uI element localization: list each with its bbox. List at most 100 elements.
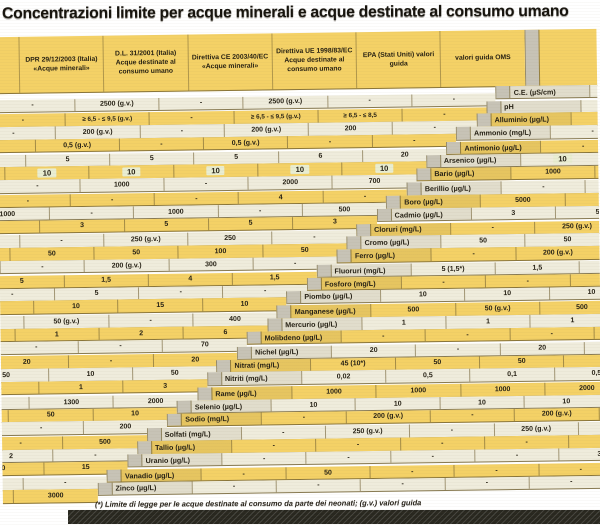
margin-gap [137,441,152,454]
row-label: Alluminio (µg/L) [490,112,571,127]
highlighted-value: 10 [121,167,141,177]
value-cell: 1000 [510,165,595,179]
value-cell: 1000 [375,383,461,398]
value-cell: - [453,463,539,478]
value-cell: 20 [330,344,416,358]
bottom-black-bar [68,510,600,524]
row-label: Tallio (µg/L) [151,440,232,454]
row-label: Piombo (µg/L) [300,289,381,303]
value-cell: 5 [193,150,278,165]
value-cell: - [540,139,599,154]
value-cell: 100 [177,244,263,259]
row-label: Sodio (mg/L) [181,412,262,426]
table-row-segment: Sodio (mg/L)-200 (g.v.)-200 (g.v.)-200 [1,420,168,436]
value-cell: - [0,139,35,154]
highlighted-value: 10 [374,163,394,174]
row-label: Ferro (µg/L) [350,248,432,262]
column-header: D.L. 31/2001 (Italia) Acque destinate al… [102,34,188,92]
value-cell: 3 [122,379,207,393]
value-cell: - [22,476,107,490]
highlighted-value: 10 [290,165,310,175]
value-cell: - [500,180,586,194]
column-header: Direttiva UE 1998/83/EC Acque destinate … [271,32,357,89]
value-cell: 20 [583,341,600,355]
value-cell: 2000 [247,175,333,190]
value-cell: - [399,436,485,451]
value-cell: 15 [117,298,202,313]
value-cell: - [139,124,224,138]
value-cell: - [0,259,85,274]
margin-gap [486,100,501,114]
margin-gap [406,182,421,196]
value-cell: 10 [201,297,287,312]
row-label: Antimonio (µg/L) [460,140,541,155]
value-cell: - [589,84,598,98]
value-cell: 500 [301,202,387,217]
value-cell: 700 [331,174,417,189]
value-cell: 400 [192,312,277,327]
value-cell: 10 [354,396,440,411]
row-label: Arsenico (µg/L) [439,153,520,168]
value-cell: 200 [307,121,393,136]
row-label: Nichel (µg/L) [250,345,332,359]
value-cell: 10 [464,287,549,301]
row-label: Molibdeno (µg/L) [260,330,341,344]
value-cell: - [0,340,79,355]
value-cell: - [474,448,559,462]
value-cell: - [409,423,494,438]
value-cell: - [68,354,153,369]
row-label: Ammonio (mg/L) [469,125,551,140]
value-cell: - [287,134,372,149]
value-cell: - [401,107,487,122]
margin-gap [446,141,461,155]
value-cell: 10 [0,300,34,315]
value-cell: - [593,326,600,340]
value-cell: 250 (g.v.) [0,235,19,249]
value-cell: 500 [0,315,24,330]
value-cell: - [118,137,204,151]
value-cell: - [485,274,570,288]
value-cell: - [390,449,475,464]
value-cell: 1000 [0,207,50,221]
margin-gap [316,264,331,278]
margin-gap [386,195,401,209]
row-label: Cloruri (mg/L) [370,222,451,237]
value-cell: ≥ 6,5 - ≤ 9,5 (g.v.) [233,110,318,124]
value-cell: 50 [9,247,94,261]
value-cell: - [580,99,598,113]
value-cell: - [584,180,599,193]
value-cell: 10 [341,161,426,176]
value-cell: - [326,93,412,108]
value-cell: 5 [0,220,40,234]
table-row-segment: Nitriti (mg/L)0,020,50,10,513 [1,379,208,396]
value-cell: 1,5 [231,271,317,286]
value-cell: 50 [285,465,370,480]
table-row-segment: DPR 29/12/2003 (Italia) «Acque minerali»… [0,29,526,94]
value-cell: 200 (g.v.) [54,125,140,139]
value-cell: - [138,285,223,300]
value-cell: - [415,342,500,357]
margin-gap [246,331,261,345]
table-row-segment: Zinco (µg/L)-----3000 [2,489,98,504]
value-cell: 10 [380,288,465,302]
value-cell: 0,1 [469,367,554,382]
value-cell: 2 [2,449,53,463]
table-row-segment: C.E. (µS/cm)-2500 (g.v.)-2500 (g.v.)-- [495,84,598,100]
margin-gap [167,413,182,426]
value-cell: 1000 [133,204,218,219]
value-cell: 1 [529,313,600,328]
value-cell: - [359,477,445,492]
value-cell: 50 [394,356,480,370]
value-cell: - [191,479,276,494]
value-cell: - [549,124,598,139]
margin-gap [216,359,231,373]
value-cell: 300 [168,257,253,272]
value-cell: 3 [470,206,556,220]
value-cell: 20 [0,355,69,370]
value-cell: 1000 [78,178,164,192]
margin-gap [455,126,471,140]
value-cell: - [107,313,193,328]
value-cell: - [538,462,600,476]
